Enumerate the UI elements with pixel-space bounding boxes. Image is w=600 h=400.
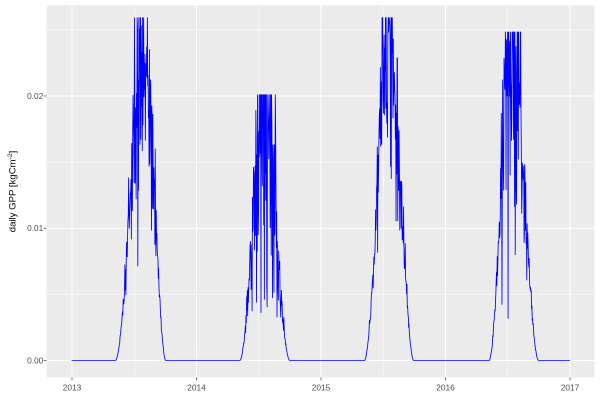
svg-text:0.02: 0.02: [27, 91, 44, 101]
svg-text:2017: 2017: [561, 383, 580, 393]
svg-text:2015: 2015: [312, 383, 331, 393]
svg-text:2014: 2014: [187, 383, 206, 393]
svg-text:2013: 2013: [63, 383, 82, 393]
svg-text:2016: 2016: [436, 383, 455, 393]
svg-text:daily GPP [kgCm-2]: daily GPP [kgCm-2]: [7, 151, 18, 233]
svg-text:0.01: 0.01: [27, 223, 44, 233]
svg-text:0.00: 0.00: [27, 355, 44, 365]
